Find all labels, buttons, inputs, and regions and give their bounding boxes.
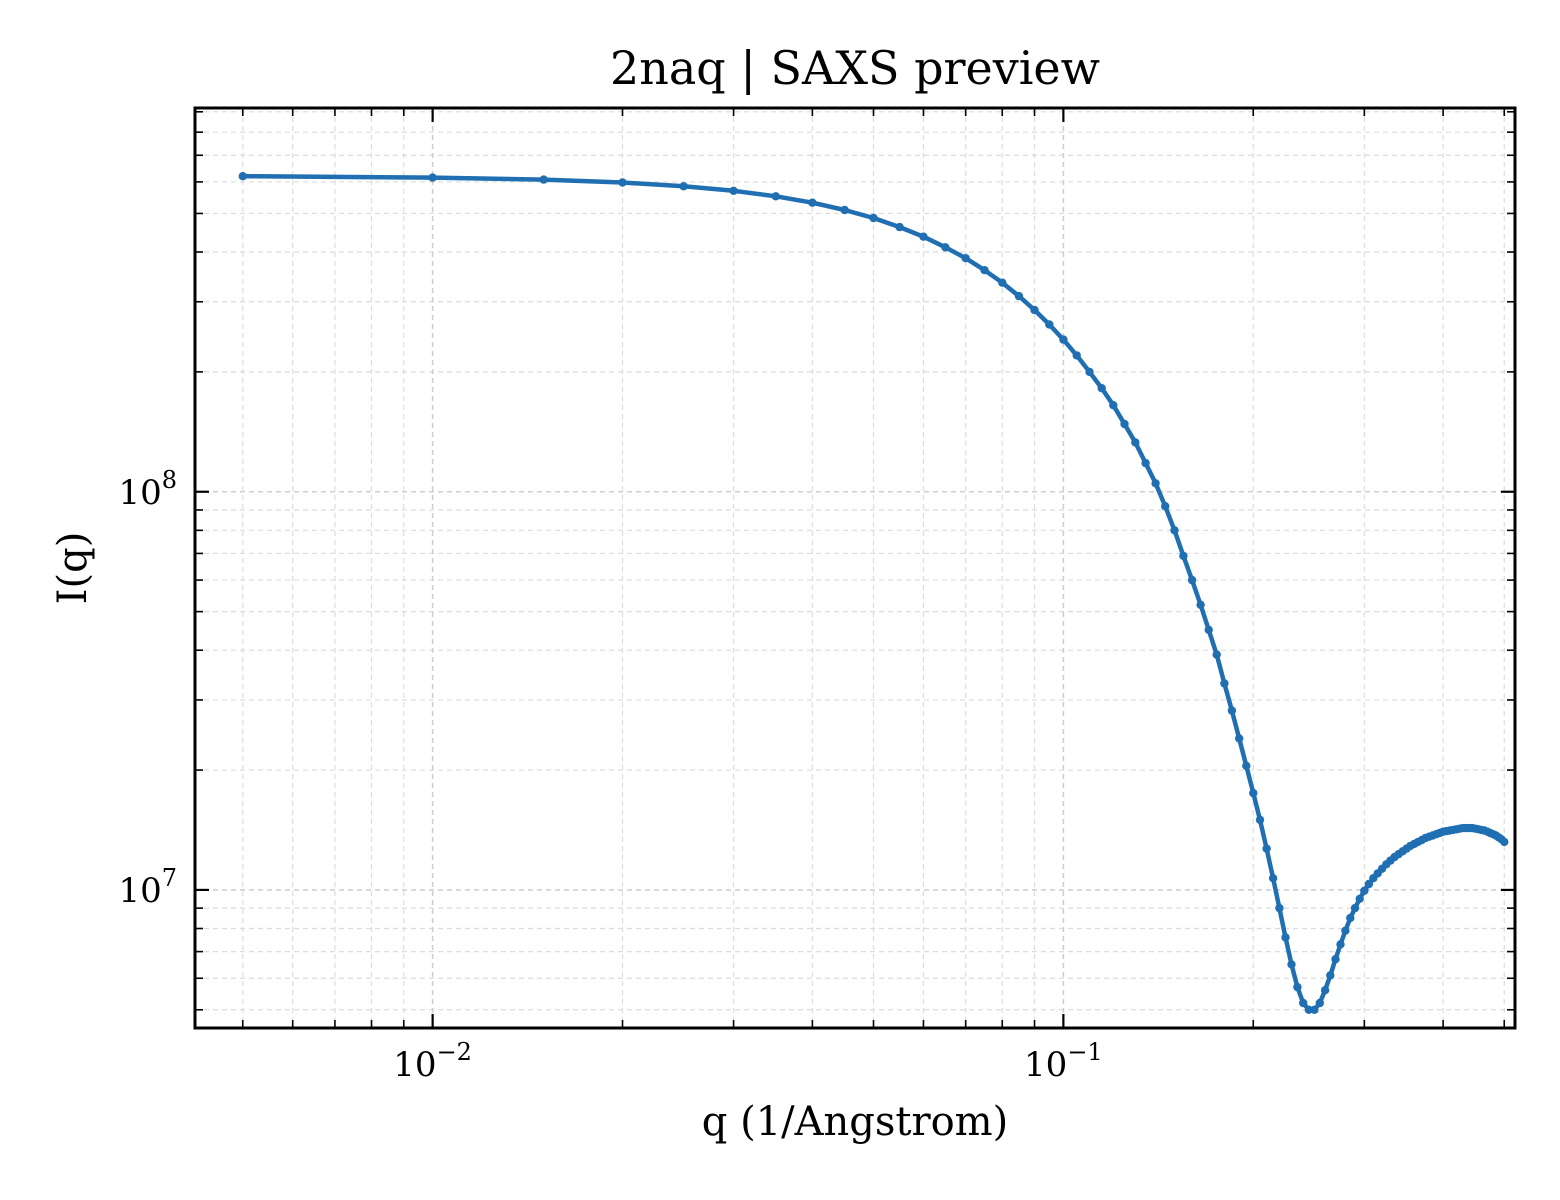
major-grid: [195, 108, 1515, 1028]
y-tick-label: 108: [118, 466, 177, 513]
data-point: [729, 186, 738, 195]
data-point: [1262, 844, 1271, 853]
x-tick-label: 10−1: [1024, 1038, 1103, 1085]
data-point: [1097, 384, 1106, 393]
data-point: [1131, 438, 1140, 447]
data-point: [1364, 879, 1374, 889]
data-point: [539, 175, 548, 184]
data-point: [1331, 955, 1340, 964]
data-point: [980, 266, 989, 275]
data-point: [428, 173, 437, 182]
data-point: [1151, 479, 1160, 488]
chart-title: 2naq | SAXS preview: [610, 41, 1100, 95]
data-point: [1293, 982, 1302, 992]
data-point: [1212, 650, 1221, 659]
data-point: [1350, 903, 1360, 913]
data-point: [1268, 874, 1278, 883]
data-point: [771, 192, 780, 201]
data-point: [1030, 305, 1039, 315]
data-point: [1220, 679, 1229, 688]
data-point: [1161, 502, 1170, 511]
data-point: [840, 205, 849, 215]
data-point: [1059, 335, 1068, 344]
data-point: [1360, 886, 1369, 895]
data-point: [1179, 551, 1188, 561]
data-point: [1355, 894, 1364, 903]
y-axis-label: I(q): [50, 532, 96, 605]
data-point: [1120, 419, 1129, 429]
tick-labels: 10−2 10−1 107 108: [118, 466, 1102, 1085]
data-point: [1196, 600, 1205, 609]
data-point: [1045, 320, 1054, 329]
data-point: [1170, 526, 1179, 535]
data-point: [1315, 998, 1325, 1008]
data-point: [1287, 960, 1296, 969]
data-point: [1072, 351, 1081, 360]
data-point: [1242, 761, 1251, 770]
data-point: [808, 198, 817, 207]
data-point: [998, 278, 1007, 287]
data-point: [1275, 903, 1284, 913]
data-point: [1281, 933, 1290, 942]
data-point: [1204, 625, 1213, 634]
data-point: [1014, 291, 1024, 301]
data-point: [869, 213, 878, 223]
data-point: [1235, 734, 1244, 743]
data-point: [919, 232, 928, 241]
data-point: [1341, 926, 1350, 935]
data-point: [1500, 837, 1509, 847]
data-point: [1320, 986, 1330, 995]
data-point: [1326, 971, 1335, 980]
data-point: [1227, 706, 1237, 715]
data-point: [1299, 998, 1308, 1008]
x-axis-label: q (1/Angstrom): [702, 1099, 1008, 1145]
data-point: [1249, 788, 1258, 798]
minor-grid: [195, 108, 1515, 1028]
series-layer: [238, 172, 1509, 1014]
data-point: [895, 222, 904, 232]
data-point: [1141, 458, 1150, 468]
plot-frame: [193, 106, 1517, 1030]
data-point: [961, 254, 970, 263]
data-point: [1255, 815, 1265, 824]
data-point: [1310, 1005, 1319, 1014]
data-point: [1109, 401, 1118, 410]
x-tick-label: 10−2: [393, 1038, 472, 1085]
data-point: [618, 178, 627, 187]
data-point: [941, 243, 950, 252]
data-point: [1346, 913, 1355, 923]
data-point: [1085, 367, 1094, 377]
data-point: [1336, 940, 1345, 949]
data-point: [1187, 575, 1197, 585]
y-tick-label: 107: [118, 864, 177, 911]
data-point: [679, 182, 688, 191]
data-point: [238, 172, 247, 181]
